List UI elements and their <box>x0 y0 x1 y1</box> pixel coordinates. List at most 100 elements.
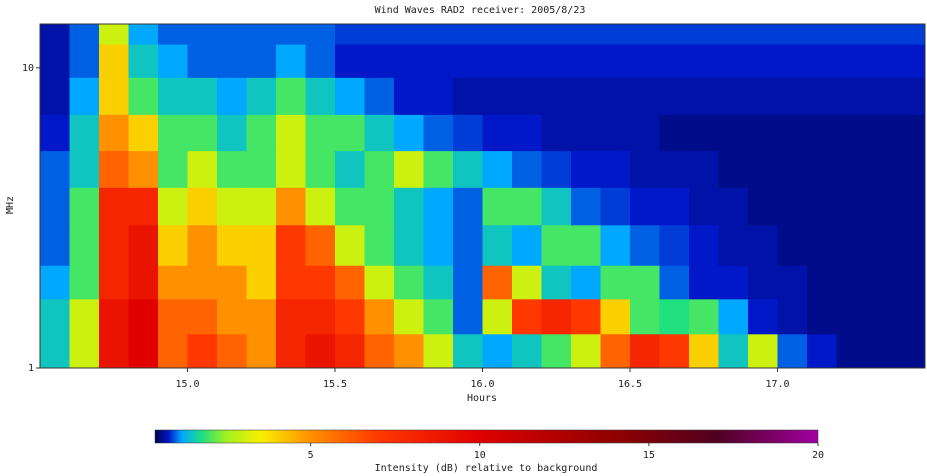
heat-cell <box>659 150 690 188</box>
heat-cell <box>364 298 395 335</box>
heat-cell <box>187 114 218 152</box>
heat-cell <box>807 77 837 115</box>
heat-cell <box>394 44 424 78</box>
heat-cell <box>571 24 601 45</box>
x-tick-label: 15.0 <box>175 379 199 390</box>
heat-cell <box>40 44 70 78</box>
heat-cell <box>748 265 778 300</box>
heat-cell <box>128 114 159 152</box>
heat-cell <box>364 187 395 226</box>
heat-cell <box>836 333 867 368</box>
heat-cell <box>600 298 631 335</box>
heat-cell <box>482 24 513 45</box>
heat-cell <box>482 77 513 115</box>
heat-cell <box>40 265 70 300</box>
heat-cell <box>836 150 867 188</box>
heat-cell <box>128 298 159 335</box>
heat-cell <box>187 24 218 45</box>
heat-cell <box>305 333 336 368</box>
heat-cell <box>571 44 601 78</box>
heat-cell <box>718 44 749 78</box>
heat-cell <box>571 333 601 368</box>
heat-cell <box>541 298 572 335</box>
heat-cell <box>187 187 218 226</box>
heat-cell <box>600 265 631 300</box>
heat-cell <box>659 265 690 300</box>
heat-cell <box>394 265 424 300</box>
heat-cell <box>630 150 660 188</box>
heat-cell <box>630 114 660 152</box>
heat-cell <box>630 44 660 78</box>
heat-cell <box>630 77 660 115</box>
heat-cell <box>689 187 719 226</box>
heat-cell <box>364 150 395 188</box>
heat-cell <box>423 224 454 266</box>
heat-cell <box>305 150 336 188</box>
heat-cell <box>777 187 808 226</box>
colorbar-tick-label: 10 <box>474 450 486 461</box>
heat-cell <box>364 224 395 266</box>
heat-cell <box>836 187 867 226</box>
heat-cell <box>807 224 837 266</box>
heat-cell <box>423 187 454 226</box>
heat-cell <box>364 24 395 45</box>
heat-cell <box>748 298 778 335</box>
heat-cell <box>453 24 483 45</box>
heat-cell <box>718 224 749 266</box>
heat-cell <box>246 187 277 226</box>
heat-cell <box>807 44 837 78</box>
heat-cell <box>305 77 336 115</box>
heat-cell <box>630 187 660 226</box>
heat-cell <box>40 114 70 152</box>
heat-cell <box>305 114 336 152</box>
heat-cell <box>246 114 277 152</box>
heat-cell <box>630 265 660 300</box>
heat-cell <box>453 333 483 368</box>
heat-cell <box>659 77 690 115</box>
heatmap <box>40 24 925 368</box>
heat-cell <box>866 114 896 152</box>
heat-cell <box>836 24 867 45</box>
heat-cell <box>571 187 601 226</box>
heat-cell <box>187 333 218 368</box>
heat-cell <box>423 298 454 335</box>
heat-cell <box>276 265 306 300</box>
heat-cell <box>600 77 631 115</box>
x-axis-label: Hours <box>467 393 497 404</box>
heat-cell <box>423 333 454 368</box>
heat-cell <box>217 333 247 368</box>
heat-cell <box>335 150 365 188</box>
heat-cell <box>276 24 306 45</box>
y-tick-label: 10 <box>22 63 34 74</box>
heat-cell <box>246 24 277 45</box>
heat-cell <box>335 77 365 115</box>
heat-cell <box>512 150 542 188</box>
heat-cell <box>276 44 306 78</box>
heat-cell <box>512 187 542 226</box>
heat-cell <box>128 150 159 188</box>
heat-cell <box>866 265 896 300</box>
heat-cell <box>895 333 925 368</box>
heat-cell <box>659 298 690 335</box>
heat-cell <box>423 44 454 78</box>
heat-cell <box>777 24 808 45</box>
heat-cell <box>895 298 925 335</box>
heat-cell <box>659 44 690 78</box>
heat-cell <box>187 44 218 78</box>
heat-cell <box>895 265 925 300</box>
heat-cell <box>394 224 424 266</box>
heat-cell <box>541 333 572 368</box>
heat-cell <box>246 44 277 78</box>
heat-cell <box>99 333 129 368</box>
heat-cell <box>689 224 719 266</box>
heat-cell <box>364 114 395 152</box>
heat-cell <box>394 187 424 226</box>
heat-cell <box>364 77 395 115</box>
colorbar-tick-label: 20 <box>812 450 824 461</box>
heat-cell <box>217 44 247 78</box>
heat-cell <box>866 24 896 45</box>
heat-cell <box>482 114 513 152</box>
heat-cell <box>217 265 247 300</box>
heat-cell <box>807 265 837 300</box>
